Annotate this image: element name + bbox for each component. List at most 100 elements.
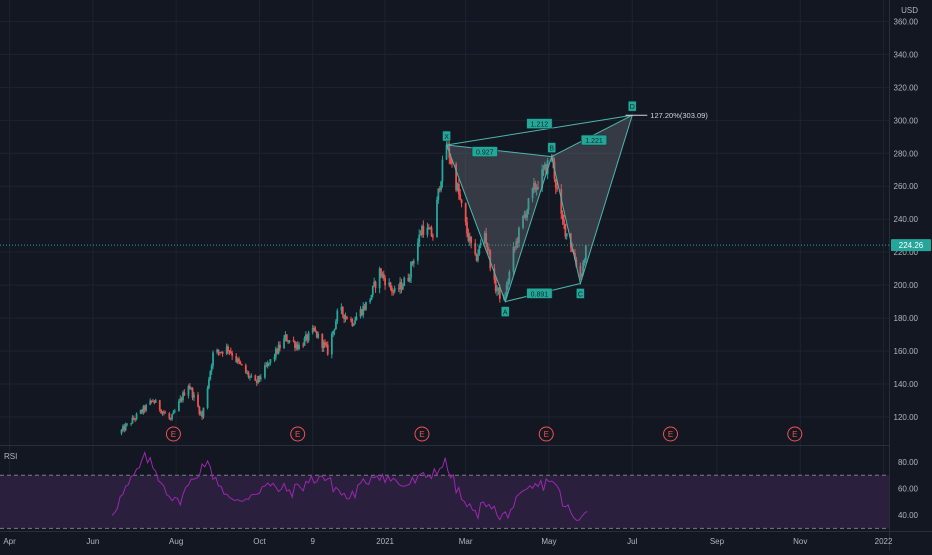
- earnings-marker: [414, 426, 430, 442]
- candle-body: [451, 163, 453, 165]
- candle-body: [246, 372, 249, 374]
- rsi-pane[interactable]: [111, 450, 588, 521]
- candle-body: [401, 285, 404, 290]
- rsi-line: [111, 450, 588, 521]
- candle-body: [583, 259, 586, 263]
- candle-body: [546, 160, 549, 175]
- time-tick-label: Jun: [86, 537, 99, 546]
- candle-body: [561, 213, 564, 220]
- candle-body: [317, 333, 320, 338]
- candle-body: [172, 411, 175, 415]
- candle-body: [455, 163, 458, 191]
- candle-body: [120, 429, 123, 434]
- candle-body: [459, 194, 462, 200]
- candle-body: [221, 351, 224, 354]
- ratio-label: 0.927: [476, 150, 494, 157]
- candle-body: [397, 288, 400, 290]
- candle-body: [315, 331, 318, 338]
- candle-body: [336, 310, 339, 322]
- pattern-triangle-xab: [446, 145, 552, 302]
- candle-body: [298, 344, 300, 349]
- candle-body: [498, 287, 501, 299]
- price-axis[interactable]: 360.00 340.00 320.00 300.00 280.00 260.00 240.…: [894, 17, 919, 520]
- candle-body: [460, 199, 463, 204]
- candle-body: [177, 401, 180, 411]
- candle-body: [508, 271, 511, 283]
- time-tick-label: Sep: [710, 537, 725, 546]
- point-label-x: X: [444, 134, 449, 141]
- candle-body: [456, 183, 459, 191]
- candle-body: [288, 340, 291, 342]
- ratio-label: 1.212: [531, 122, 549, 129]
- candle-body: [179, 398, 182, 402]
- cypher-pattern[interactable]: 127.20%(303.09) X A B C D 0.927 1.212 0.891 1.221: [442, 100, 709, 317]
- point-label-c: C: [578, 291, 583, 298]
- candle-body: [268, 362, 270, 364]
- candle-body: [438, 188, 441, 191]
- point-label-b-bg: [547, 142, 556, 153]
- candle-body: [135, 413, 138, 420]
- candle-body: [244, 365, 247, 373]
- candle-body: [541, 169, 544, 189]
- candle-body: [158, 400, 161, 410]
- candle-body: [143, 406, 146, 411]
- candle-body: [142, 406, 145, 413]
- time-tick-label: Apr: [3, 537, 16, 546]
- candle-body: [412, 260, 415, 264]
- candle-body: [183, 392, 186, 396]
- candle-body: [287, 341, 290, 343]
- candle-body: [380, 268, 382, 277]
- candle-body: [543, 164, 546, 169]
- candle-body: [190, 388, 193, 390]
- last-price-label: 224.26: [899, 241, 924, 250]
- candle-body: [257, 375, 259, 383]
- candle-body: [440, 181, 442, 191]
- candle-body: [389, 282, 392, 288]
- candle-body: [335, 321, 337, 330]
- candle-body: [168, 413, 171, 419]
- candle-body: [371, 285, 374, 296]
- candle-body: [254, 375, 257, 381]
- candle-body: [330, 333, 333, 355]
- rsi-title[interactable]: RSI: [4, 452, 17, 461]
- candle-body: [400, 281, 403, 290]
- candle-body: [206, 387, 209, 408]
- candle-body: [259, 377, 262, 379]
- time-axis[interactable]: Apr Jun Aug Oct 9 2021 Mar May Jul Sep Nov 2022: [3, 537, 893, 546]
- time-tick-label: Nov: [793, 537, 807, 546]
- candles[interactable]: [0, 138, 889, 436]
- point-label-d-bg: [627, 100, 637, 112]
- candle-body: [160, 409, 163, 414]
- candle-body: [426, 227, 429, 235]
- candle-body: [139, 410, 142, 414]
- candle-body: [235, 355, 238, 362]
- candle-body: [228, 350, 231, 352]
- candle-body: [466, 222, 468, 234]
- candle-body: [201, 412, 204, 418]
- candle-body: [431, 236, 434, 238]
- candle-body: [505, 285, 508, 297]
- pattern-triangle-bcd: [551, 115, 633, 284]
- candle-body: [197, 394, 199, 407]
- candle-body: [430, 227, 433, 237]
- price-tick-label: 320.00: [894, 83, 919, 92]
- candle-body: [264, 365, 266, 378]
- candle-body: [191, 388, 194, 398]
- price-tick-label: 300.00: [894, 116, 919, 125]
- point-label-c-bg: [576, 288, 585, 299]
- price-tick-label: 360.00: [894, 17, 919, 26]
- candle-body: [352, 323, 355, 326]
- candle-body: [343, 314, 346, 320]
- earnings-marker-label: E: [544, 430, 549, 439]
- price-tick-label: 140.00: [894, 380, 919, 389]
- price-tick-label: 160.00: [894, 347, 919, 356]
- candle-body: [554, 178, 557, 188]
- candle-body: [563, 219, 565, 224]
- candle-body: [153, 401, 156, 403]
- candle-body: [283, 338, 285, 349]
- candle-body: [322, 342, 325, 348]
- time-tick-label: Oct: [253, 537, 266, 546]
